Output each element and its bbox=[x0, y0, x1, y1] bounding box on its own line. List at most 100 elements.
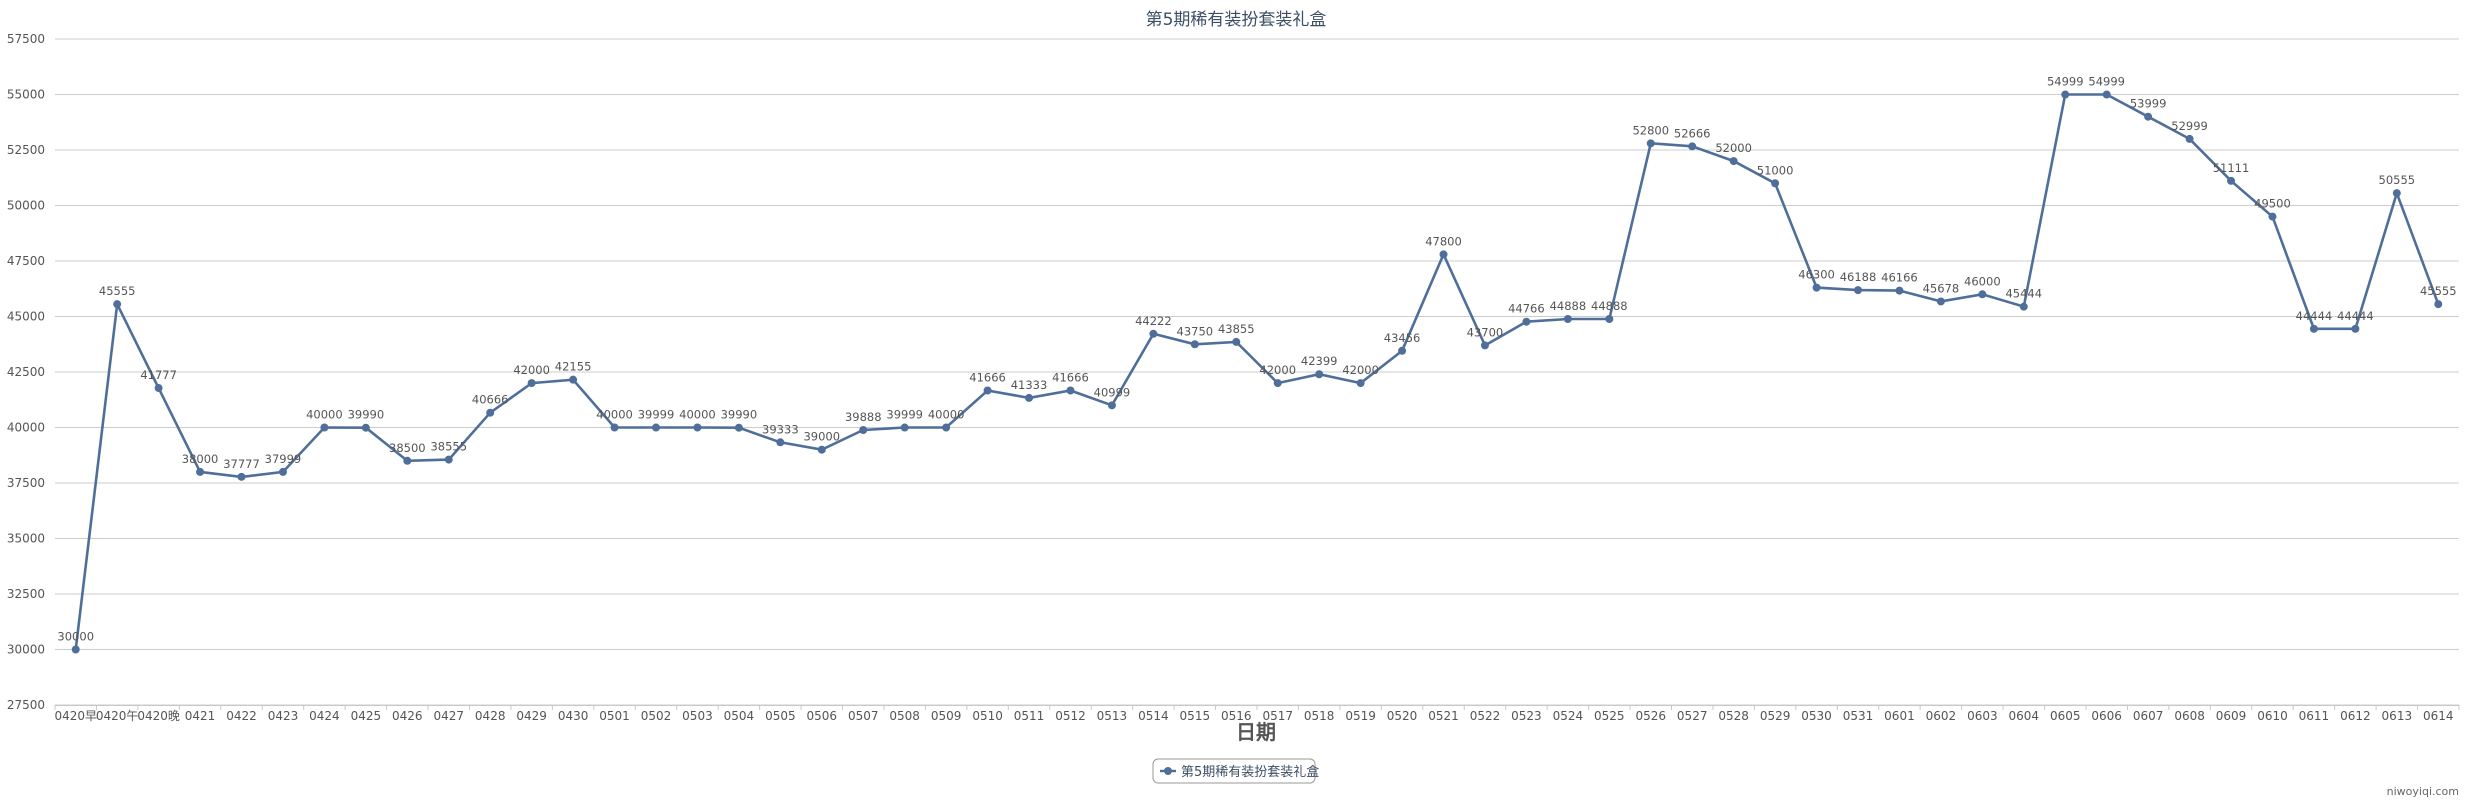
series-group: 30000 45555 41777 38000 37777 37999 40000 39990… bbox=[57, 75, 2457, 654]
data-label: 49500 bbox=[2254, 197, 2291, 211]
data-point[interactable] bbox=[278, 467, 287, 476]
data-label: 43750 bbox=[1177, 324, 1214, 338]
data-point[interactable] bbox=[776, 438, 785, 447]
data-point[interactable] bbox=[154, 384, 163, 393]
data-point[interactable] bbox=[1854, 286, 1862, 295]
data-point[interactable] bbox=[610, 423, 619, 432]
data-label: 39990 bbox=[348, 408, 385, 422]
data-point[interactable] bbox=[1273, 379, 1282, 388]
data-label: 46000 bbox=[1964, 274, 2001, 288]
y-tick-label: 52500 bbox=[7, 143, 45, 157]
data-point[interactable] bbox=[652, 423, 660, 432]
data-label: 39990 bbox=[721, 408, 758, 422]
data-point[interactable] bbox=[2019, 302, 2028, 311]
x-tick-label: 0606 bbox=[2091, 709, 2122, 723]
data-point[interactable] bbox=[2227, 176, 2236, 185]
data-label: 51000 bbox=[1757, 163, 1794, 177]
data-point[interactable] bbox=[1190, 340, 1199, 349]
data-point[interactable] bbox=[527, 379, 536, 388]
x-tick-label: 0512 bbox=[1055, 709, 1086, 723]
data-label: 45555 bbox=[2420, 284, 2457, 298]
data-point[interactable] bbox=[444, 455, 453, 464]
data-point[interactable] bbox=[1522, 317, 1531, 326]
data-point[interactable] bbox=[693, 423, 702, 432]
data-point[interactable] bbox=[1605, 314, 1614, 323]
data-label: 41333 bbox=[1011, 378, 1048, 392]
data-point[interactable] bbox=[859, 425, 868, 434]
data-label: 45444 bbox=[2005, 287, 2042, 301]
data-point[interactable] bbox=[2351, 324, 2360, 333]
data-label: 54999 bbox=[2088, 75, 2125, 89]
data-point[interactable] bbox=[2102, 90, 2111, 99]
data-point[interactable] bbox=[2268, 212, 2277, 221]
data-point[interactable] bbox=[1480, 341, 1489, 350]
data-point[interactable] bbox=[734, 423, 743, 432]
x-tick-label: 0516 bbox=[1221, 709, 1252, 723]
data-point[interactable] bbox=[1688, 142, 1697, 151]
data-point[interactable] bbox=[1563, 314, 1572, 323]
x-tick-label: 0421 bbox=[185, 709, 216, 723]
data-point[interactable] bbox=[1315, 370, 1324, 379]
data-point[interactable] bbox=[1025, 393, 1034, 402]
data-point[interactable] bbox=[1107, 401, 1116, 410]
data-point[interactable] bbox=[1812, 283, 1821, 292]
legend-box bbox=[1152, 758, 1316, 784]
data-point[interactable] bbox=[1978, 290, 1987, 299]
data-label: 30000 bbox=[57, 630, 94, 644]
y-tick-label: 40000 bbox=[7, 421, 45, 435]
data-point[interactable] bbox=[486, 408, 495, 417]
x-tick-label: 0427 bbox=[433, 709, 464, 723]
data-point[interactable] bbox=[2392, 189, 2401, 198]
x-tick-label: 0605 bbox=[2050, 709, 2081, 723]
data-point[interactable] bbox=[2185, 134, 2194, 143]
data-point[interactable] bbox=[71, 645, 80, 654]
legend[interactable]: 第5期稀有装扮套装礼盒 bbox=[1152, 758, 1319, 784]
data-point[interactable] bbox=[1895, 286, 1904, 295]
x-tick-label: 0530 bbox=[1801, 709, 1832, 723]
data-point[interactable] bbox=[1398, 346, 1407, 355]
data-point[interactable] bbox=[942, 423, 951, 432]
data-point[interactable] bbox=[1936, 297, 1945, 306]
data-label: 40000 bbox=[928, 408, 965, 422]
data-point[interactable] bbox=[1356, 379, 1365, 388]
data-point[interactable] bbox=[2061, 90, 2070, 99]
data-point[interactable] bbox=[1771, 179, 1780, 188]
data-point[interactable] bbox=[569, 375, 578, 384]
x-tick-label: 0613 bbox=[2382, 709, 2413, 723]
data-point[interactable] bbox=[196, 467, 205, 476]
data-point[interactable] bbox=[1439, 250, 1448, 259]
data-point[interactable] bbox=[403, 456, 412, 465]
x-tick-label: 0424 bbox=[309, 709, 340, 723]
data-point[interactable] bbox=[1066, 386, 1075, 395]
data-label: 45678 bbox=[1923, 281, 1960, 295]
data-point[interactable] bbox=[361, 423, 370, 432]
gridlines bbox=[55, 38, 2459, 706]
data-point[interactable] bbox=[2434, 300, 2443, 309]
data-point[interactable] bbox=[1232, 337, 1241, 346]
data-label: 38000 bbox=[182, 452, 219, 466]
data-point[interactable] bbox=[2144, 112, 2153, 121]
data-label: 41666 bbox=[1052, 371, 1089, 385]
x-tick-label: 0430 bbox=[558, 709, 589, 723]
data-point[interactable] bbox=[2309, 324, 2318, 333]
data-point[interactable] bbox=[237, 472, 246, 481]
data-point[interactable] bbox=[320, 423, 329, 432]
x-tick-label: 0518 bbox=[1304, 709, 1335, 723]
x-tick-label: 0420早 bbox=[54, 709, 97, 723]
data-label: 42000 bbox=[1259, 363, 1296, 377]
data-point[interactable] bbox=[113, 300, 122, 309]
data-point[interactable] bbox=[1729, 157, 1738, 166]
x-tick-label: 0420午 bbox=[96, 709, 139, 723]
data-point[interactable] bbox=[900, 423, 909, 432]
data-point[interactable] bbox=[1149, 329, 1158, 338]
x-tick-label: 0514 bbox=[1138, 709, 1169, 723]
data-label: 52800 bbox=[1632, 123, 1669, 137]
legend-series-label: 第5期稀有装扮套装礼盒 bbox=[1181, 764, 1319, 780]
data-label: 39999 bbox=[638, 408, 675, 422]
data-label: 51111 bbox=[2213, 161, 2250, 175]
x-tick-label: 0610 bbox=[2257, 709, 2288, 723]
data-point[interactable] bbox=[1646, 139, 1655, 148]
data-point[interactable] bbox=[983, 386, 992, 395]
data-point[interactable] bbox=[817, 445, 826, 454]
